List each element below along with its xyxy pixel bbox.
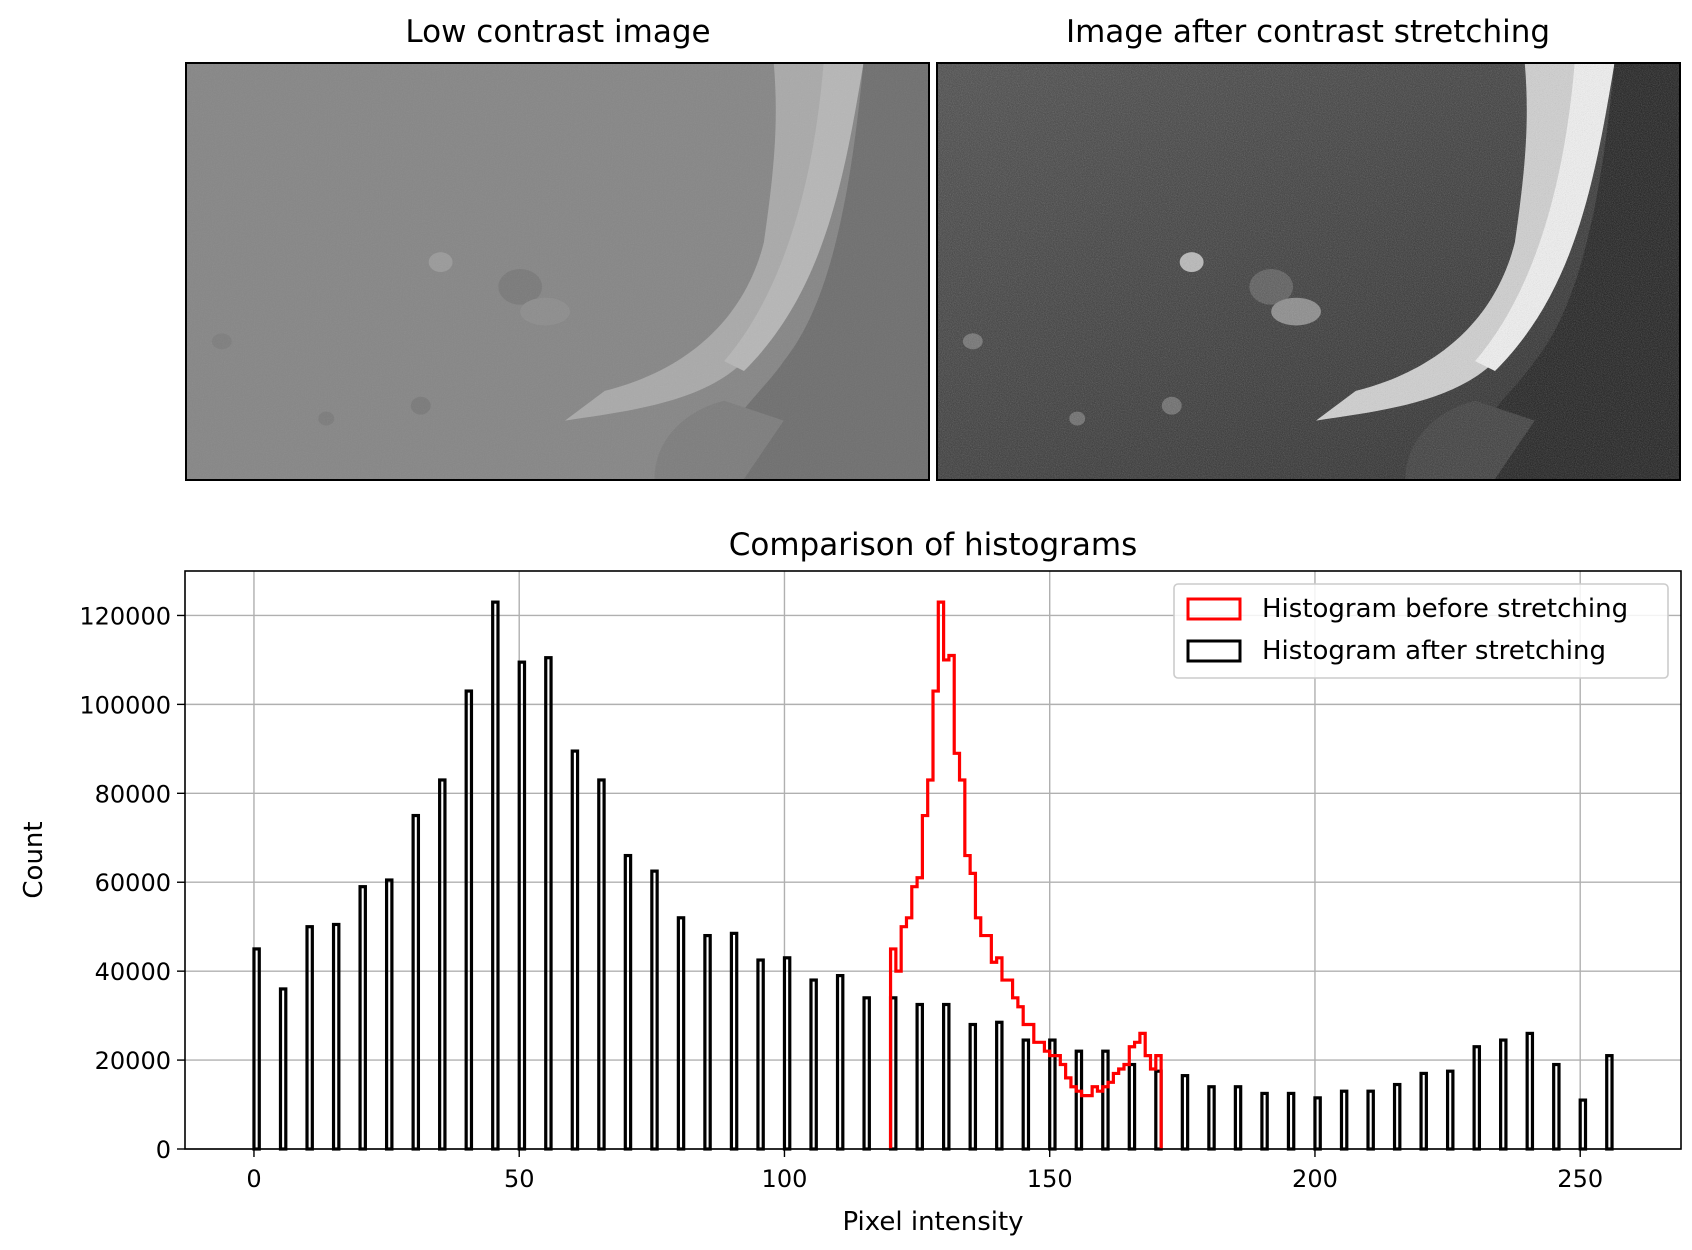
bar-after — [1578, 1098, 1588, 1151]
bar-after — [278, 987, 288, 1151]
series-after-stretching — [252, 600, 1614, 1151]
bar-after — [995, 1020, 1004, 1151]
bar-after — [1552, 1062, 1561, 1151]
bar-after — [358, 885, 367, 1151]
bar-after — [1021, 1038, 1031, 1151]
bar-after — [1074, 1049, 1084, 1151]
y-tick-label: 20000 — [95, 1047, 171, 1075]
bar-after — [1339, 1089, 1349, 1151]
x-axis-label: Pixel intensity — [842, 1207, 1023, 1237]
x-tick-label: 200 — [1292, 1165, 1338, 1193]
bar-after — [703, 933, 712, 1151]
bar-after — [650, 869, 659, 1151]
bar-after — [464, 689, 474, 1151]
legend-box — [1173, 583, 1669, 679]
low-contrast-image — [185, 62, 930, 481]
bar-after — [491, 600, 500, 1151]
bar-after — [782, 956, 792, 1151]
y-tick-label: 80000 — [95, 780, 171, 808]
bar-after — [331, 922, 341, 1151]
bar-after — [305, 925, 314, 1151]
bar-after — [252, 947, 261, 1151]
bar-after — [756, 958, 765, 1151]
bar-after — [438, 778, 447, 1151]
bar-after — [676, 916, 686, 1151]
y-tick-label: 120000 — [79, 602, 171, 630]
x-tick-label: 150 — [1027, 1165, 1073, 1193]
bar-after — [1499, 1038, 1508, 1151]
x-tick-label: 100 — [762, 1165, 808, 1193]
bar-after — [968, 1022, 978, 1151]
stretched-image — [936, 62, 1681, 481]
legend-label-after: Histogram after stretching — [1262, 636, 1606, 666]
right-image-title: Image after contrast stretching — [1065, 14, 1551, 50]
series-before-stretching — [888, 600, 1163, 1149]
bar-after — [597, 778, 606, 1151]
bar-after — [942, 1002, 951, 1151]
bar-after — [517, 660, 527, 1151]
x-axis-ticks: 0 50 100 150 200 250 — [246, 1149, 1603, 1193]
bar-after — [809, 978, 818, 1151]
bar-after — [1207, 1085, 1216, 1151]
bar-after — [1472, 1045, 1482, 1151]
bar-after — [1605, 1054, 1614, 1151]
legend-swatch-after — [1186, 639, 1242, 663]
bar-after — [384, 878, 394, 1151]
chart-title: Comparison of histograms — [729, 527, 1138, 563]
y-axis-label: Count — [19, 821, 49, 898]
legend: Histogram before stretching Histogram af… — [1173, 583, 1669, 679]
bar-after — [544, 656, 553, 1151]
bar-after — [862, 996, 871, 1151]
plot-frame — [184, 570, 1682, 1150]
y-tick-label: 100000 — [79, 691, 171, 719]
bar-after — [729, 931, 739, 1151]
bar-after — [1392, 1082, 1402, 1151]
bar-after — [1286, 1091, 1296, 1151]
bar-after — [570, 749, 580, 1151]
y-tick-label: 60000 — [95, 869, 171, 897]
bar-after — [1260, 1091, 1269, 1151]
legend-label-before: Histogram before stretching — [1262, 594, 1628, 624]
bar-after — [835, 973, 845, 1151]
step-line-before — [888, 600, 1163, 1149]
bar-after — [1313, 1096, 1322, 1151]
left-image-title: Low contrast image — [405, 14, 711, 50]
bar-after — [915, 1002, 924, 1151]
y-axis-ticks: 0 20000 40000 60000 80000 100000 120000 — [79, 602, 185, 1164]
bar-after — [1419, 1071, 1428, 1151]
bar-after — [411, 813, 421, 1151]
legend-swatch-before — [1186, 597, 1242, 621]
bar-after — [1366, 1089, 1375, 1151]
bar-after — [1525, 1031, 1535, 1151]
bar-after — [623, 853, 633, 1151]
x-tick-label: 250 — [1557, 1165, 1603, 1193]
x-tick-label: 0 — [246, 1165, 261, 1193]
y-tick-label: 40000 — [95, 958, 171, 986]
y-tick-label: 0 — [156, 1136, 171, 1164]
bar-after — [1127, 1062, 1137, 1151]
bar-after — [1180, 1074, 1190, 1151]
bar-after — [1233, 1085, 1243, 1151]
bar-after — [1445, 1069, 1455, 1151]
x-tick-label: 50 — [504, 1165, 535, 1193]
bar-after — [1101, 1049, 1110, 1151]
